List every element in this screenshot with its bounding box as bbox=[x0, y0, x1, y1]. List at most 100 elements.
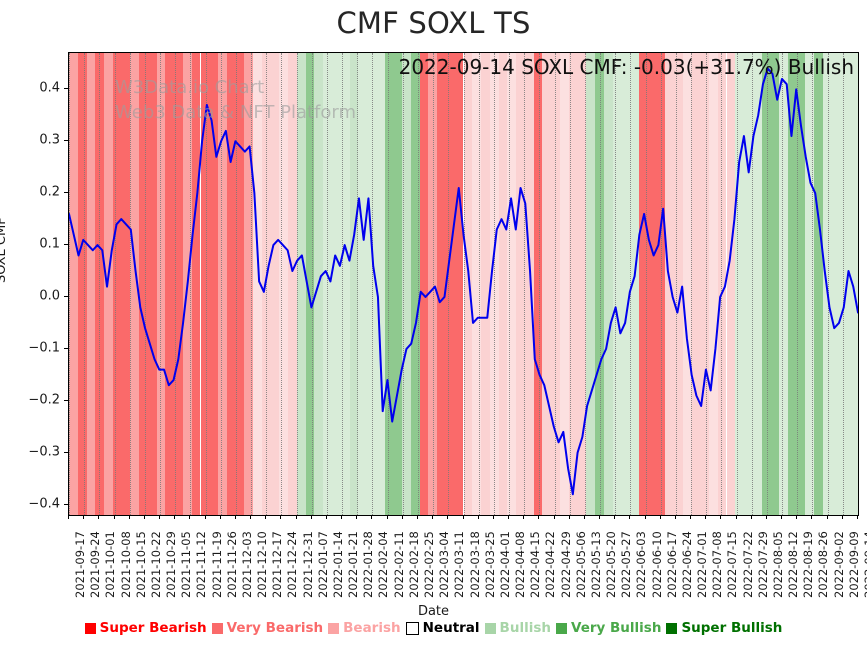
x-tick-label: 2021-10-29 bbox=[164, 531, 179, 598]
regime-band bbox=[568, 53, 578, 515]
x-tick-mark bbox=[325, 515, 327, 519]
regime-band bbox=[393, 53, 403, 515]
regime-band bbox=[235, 53, 245, 515]
regime-band bbox=[507, 53, 517, 515]
x-tick-mark bbox=[538, 515, 540, 519]
x-tick-label: 2021-12-10 bbox=[255, 531, 270, 598]
y-tick-label: 0.1 bbox=[39, 236, 60, 252]
legend-item[interactable]: Super Bullish bbox=[666, 620, 782, 636]
regime-band bbox=[428, 53, 438, 515]
x-tick-mark bbox=[583, 515, 585, 519]
legend-item[interactable]: Super Bearish bbox=[84, 620, 207, 636]
regime-band bbox=[104, 53, 113, 515]
x-tick-mark bbox=[523, 515, 525, 519]
regime-band bbox=[612, 53, 622, 515]
regime-band bbox=[735, 53, 745, 515]
regime-band bbox=[630, 53, 639, 515]
regime-band bbox=[147, 53, 157, 515]
x-tick-mark bbox=[477, 515, 479, 519]
regime-band bbox=[805, 53, 815, 515]
legend-item[interactable]: Very Bullish bbox=[555, 620, 661, 636]
x-tick-label: 2022-09-09 bbox=[846, 531, 861, 598]
regime-band bbox=[621, 53, 631, 515]
regime-band bbox=[682, 53, 692, 515]
x-tick-mark bbox=[143, 515, 145, 519]
x-tick-mark bbox=[447, 515, 449, 519]
x-tick-mark bbox=[599, 515, 601, 519]
legend-item[interactable]: Neutral bbox=[405, 620, 480, 636]
regime-band bbox=[332, 53, 341, 515]
legend: Super Bearish Very Bearish Bearish Neutral B… bbox=[0, 620, 867, 636]
x-tick-label: 2022-07-29 bbox=[755, 531, 770, 598]
y-tick-marks bbox=[64, 52, 68, 514]
x-tick-label: 2021-09-24 bbox=[88, 531, 103, 598]
regime-band bbox=[761, 53, 771, 515]
regime-band bbox=[139, 53, 148, 515]
regime-band bbox=[69, 53, 78, 515]
legend-item[interactable]: Bullish bbox=[484, 620, 551, 636]
regime-band bbox=[349, 53, 359, 515]
plot-area: W3Data.io Chart Web3 Data & NFT Platform… bbox=[68, 52, 859, 516]
regime-band bbox=[779, 53, 788, 515]
x-tick-mark bbox=[811, 515, 813, 519]
legend-label: Super Bearish bbox=[99, 620, 207, 636]
x-tick-label: 2022-08-05 bbox=[770, 531, 785, 598]
x-tick-mark bbox=[234, 515, 236, 519]
x-tick-mark bbox=[204, 515, 206, 519]
x-axis-label: Date bbox=[417, 604, 450, 619]
x-tick-label: 2022-03-25 bbox=[482, 531, 497, 598]
y-tick-mark bbox=[64, 192, 68, 194]
regime-band bbox=[419, 53, 429, 515]
regime-band bbox=[708, 53, 718, 515]
x-tick-mark bbox=[720, 515, 722, 519]
regime-band bbox=[437, 53, 446, 515]
regime-band bbox=[156, 53, 166, 515]
y-axis-label: SOXL CMF bbox=[0, 217, 9, 283]
regime-band bbox=[849, 53, 858, 515]
y-tick-label: 0.4 bbox=[39, 80, 60, 96]
x-tick-label: 2022-02-11 bbox=[391, 531, 406, 598]
x-tick-mark bbox=[841, 515, 843, 519]
regime-band bbox=[744, 53, 753, 515]
x-tick-mark bbox=[174, 515, 176, 519]
x-tick-label: 2022-09-14 bbox=[862, 531, 867, 598]
x-tick-mark bbox=[553, 515, 555, 519]
legend-item[interactable]: Bearish bbox=[328, 620, 401, 636]
y-tick-label: −0.3 bbox=[28, 444, 60, 460]
x-tick-label: 2022-06-10 bbox=[649, 531, 664, 598]
legend-swatch-icon bbox=[666, 622, 678, 634]
x-tick-mark bbox=[356, 515, 358, 519]
y-tick-mark bbox=[64, 140, 68, 142]
y-tick-label: −0.4 bbox=[28, 496, 60, 512]
x-tick-mark bbox=[265, 515, 267, 519]
regime-band bbox=[787, 53, 797, 515]
regime-band bbox=[481, 53, 490, 515]
x-tick-label: 2021-12-24 bbox=[285, 531, 300, 598]
regime-band bbox=[551, 53, 560, 515]
legend-label: Bullish bbox=[499, 620, 551, 636]
x-tick-mark bbox=[159, 515, 161, 519]
y-tick-labels: 0.4 0.3 0.2 0.1 0.0 −0.1 −0.2 −0.3 −0.4 bbox=[0, 52, 60, 514]
x-tick-mark bbox=[508, 515, 510, 519]
x-tick-mark bbox=[250, 515, 252, 519]
legend-item[interactable]: Very Bearish bbox=[211, 620, 323, 636]
x-tick-mark bbox=[432, 515, 434, 519]
x-tick-label: 2022-08-19 bbox=[801, 531, 816, 598]
x-tick-label: 2022-04-08 bbox=[513, 531, 528, 598]
regime-band bbox=[691, 53, 701, 515]
regime-band bbox=[77, 53, 87, 515]
x-tick-mark bbox=[765, 515, 767, 519]
x-tick-label: 2022-01-21 bbox=[346, 531, 361, 598]
y-tick-mark bbox=[64, 451, 68, 453]
regime-band bbox=[840, 53, 850, 515]
regime-band bbox=[463, 53, 473, 515]
regime-band bbox=[191, 53, 201, 515]
regime-band bbox=[454, 53, 464, 515]
x-tick-label: 2022-03-18 bbox=[467, 531, 482, 598]
x-tick-label: 2022-09-02 bbox=[831, 531, 846, 598]
regime-band bbox=[112, 53, 122, 515]
x-tick-mark bbox=[416, 515, 418, 519]
x-tick-mark bbox=[128, 515, 130, 519]
x-tick-mark bbox=[614, 515, 616, 519]
regime-band bbox=[647, 53, 657, 515]
